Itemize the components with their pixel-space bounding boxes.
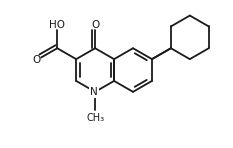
Text: O: O — [91, 20, 99, 30]
Text: HO: HO — [49, 20, 65, 30]
Text: N: N — [90, 87, 98, 97]
Text: CH₃: CH₃ — [86, 113, 104, 123]
Text: O: O — [33, 55, 41, 65]
